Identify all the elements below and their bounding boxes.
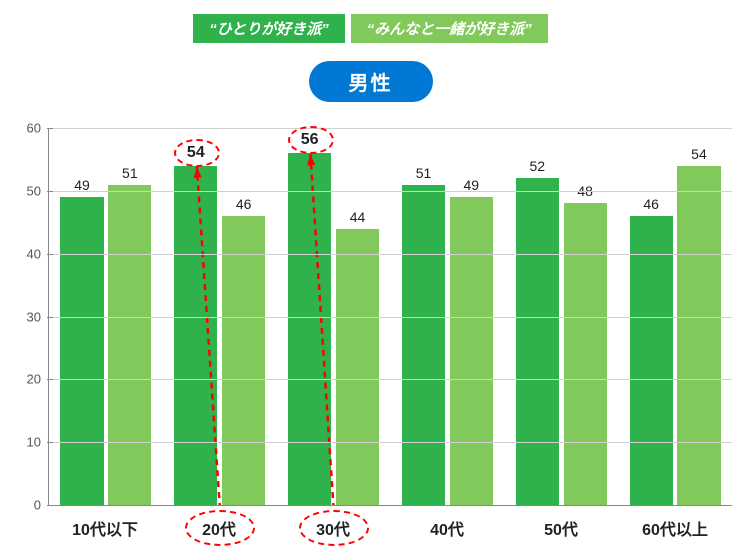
bar-value-label: 54 (187, 144, 205, 162)
bar: 48 (564, 203, 607, 505)
legend-item-together: “みんなと一緒が好き派” (351, 14, 548, 43)
y-tick (47, 317, 53, 318)
bar: 54 (174, 166, 217, 505)
bar: 46 (222, 216, 265, 505)
bar-value-label: 44 (350, 209, 366, 225)
bar: 56 (288, 153, 331, 505)
bar-value-label: 46 (643, 196, 659, 212)
chart-title: 男性 (309, 61, 433, 102)
bar-value-label: 52 (530, 158, 546, 174)
y-tick-label: 30 (27, 309, 41, 324)
bar: 46 (630, 216, 673, 505)
bar-value-label: 51 (122, 165, 138, 181)
bar-chart: 495154465644514952484654 0102030405060 1… (18, 128, 736, 540)
y-tick-label: 20 (27, 372, 41, 387)
x-tick-label: 10代以下 (48, 506, 162, 540)
gridline (49, 128, 732, 129)
bar: 49 (450, 197, 493, 505)
y-tick (47, 191, 53, 192)
legend: “ひとりが好き派” “みんなと一緒が好き派” (0, 0, 741, 43)
bar-value-label: 51 (416, 165, 432, 181)
y-tick-label: 40 (27, 246, 41, 261)
bar-value-label: 56 (301, 131, 319, 149)
gridline (49, 442, 732, 443)
gridline (49, 254, 732, 255)
x-tick-label: 60代以上 (618, 506, 732, 540)
bar-value-label: 54 (691, 146, 707, 162)
y-tick-label: 10 (27, 435, 41, 450)
bar-value-label: 46 (236, 196, 252, 212)
gridline (49, 317, 732, 318)
bar: 49 (60, 197, 103, 505)
bar: 51 (108, 185, 151, 505)
y-tick-label: 50 (27, 183, 41, 198)
x-tick-label: 50代 (504, 506, 618, 540)
chart-title-wrap: 男性 (0, 61, 741, 102)
y-tick (47, 254, 53, 255)
legend-item-alone: “ひとりが好き派” (193, 14, 345, 43)
y-tick-label: 60 (27, 121, 41, 136)
y-tick (47, 128, 53, 129)
plot-area: 495154465644514952484654 0102030405060 (48, 128, 732, 506)
gridline (49, 191, 732, 192)
bar: 54 (677, 166, 720, 505)
x-tick-label: 20代 (162, 506, 276, 540)
bar: 44 (336, 229, 379, 505)
y-tick (47, 442, 53, 443)
y-tick (47, 379, 53, 380)
bar: 51 (402, 185, 445, 505)
gridline (49, 379, 732, 380)
x-axis-labels: 10代以下20代30代40代50代60代以上 (48, 506, 732, 540)
y-tick-label: 0 (34, 498, 41, 513)
bar: 52 (516, 178, 559, 505)
x-tick-label: 30代 (276, 506, 390, 540)
x-tick-label: 40代 (390, 506, 504, 540)
